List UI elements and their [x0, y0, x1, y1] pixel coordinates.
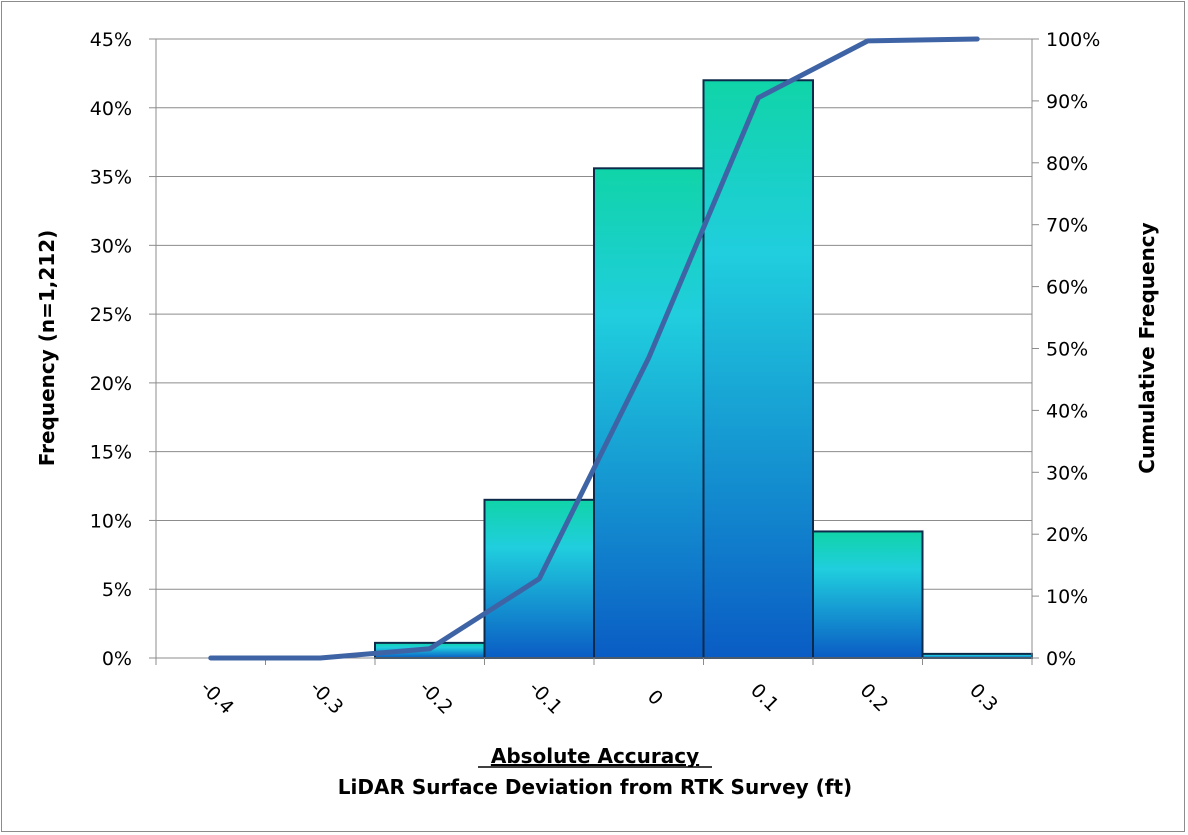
- histogram-bar: [812, 530, 924, 660]
- y-tick-label: 20%: [90, 373, 132, 395]
- x-tick-label: 0.2: [856, 679, 893, 716]
- y2-tick-label: 10%: [1046, 586, 1088, 608]
- bars: [374, 79, 1033, 660]
- y2-tick-label: 100%: [1046, 29, 1100, 51]
- y-tick-label: 10%: [90, 510, 132, 532]
- y-tick-label: 35%: [90, 167, 132, 189]
- y-tick-label: 15%: [90, 442, 132, 464]
- x-axis-title-line2: LiDAR Surface Deviation from RTK Survey …: [338, 775, 852, 799]
- x-tick-label: -0.3: [306, 677, 348, 719]
- y-tick-label: 40%: [90, 98, 132, 120]
- x-tick-label: -0.4: [196, 677, 238, 719]
- y-tick-label: 5%: [102, 579, 132, 601]
- y2-axis-title: Cumulative Frequency: [1135, 222, 1159, 473]
- y2-tick-label: 40%: [1046, 400, 1088, 422]
- y-tick-label: 45%: [90, 29, 132, 51]
- y2-tick-label: 60%: [1046, 277, 1088, 299]
- y2-tick-label: 90%: [1046, 91, 1088, 113]
- y-axis-title: Frequency (n=1,212): [35, 230, 59, 467]
- y-tick-label: 0%: [102, 648, 132, 670]
- cumulative-frequency-line: [208, 36, 980, 661]
- x-axis-title-line1: Absolute Accuracy: [491, 744, 699, 768]
- x-tick-label: -0.1: [525, 677, 567, 719]
- y2-tick-label: 30%: [1046, 462, 1088, 484]
- histogram-bar: [921, 652, 1033, 660]
- cumulative-line: [208, 36, 980, 661]
- x-tick-label: 0: [643, 686, 667, 710]
- x-tick-label: -0.2: [415, 677, 457, 719]
- y-tick-label: 30%: [90, 235, 132, 257]
- histogram-bar: [593, 167, 705, 659]
- x-tick-label: 0.3: [965, 679, 1002, 716]
- y2-tick-label: 50%: [1046, 339, 1088, 361]
- histogram-bar: [702, 79, 814, 660]
- y2-tick-label: 0%: [1046, 648, 1076, 670]
- y-tick-label: 25%: [90, 304, 132, 326]
- y2-tick-label: 70%: [1046, 215, 1088, 237]
- x-tick-label: 0.1: [746, 679, 783, 716]
- y2-tick-label: 20%: [1046, 524, 1088, 546]
- y2-tick-label: 80%: [1046, 153, 1088, 175]
